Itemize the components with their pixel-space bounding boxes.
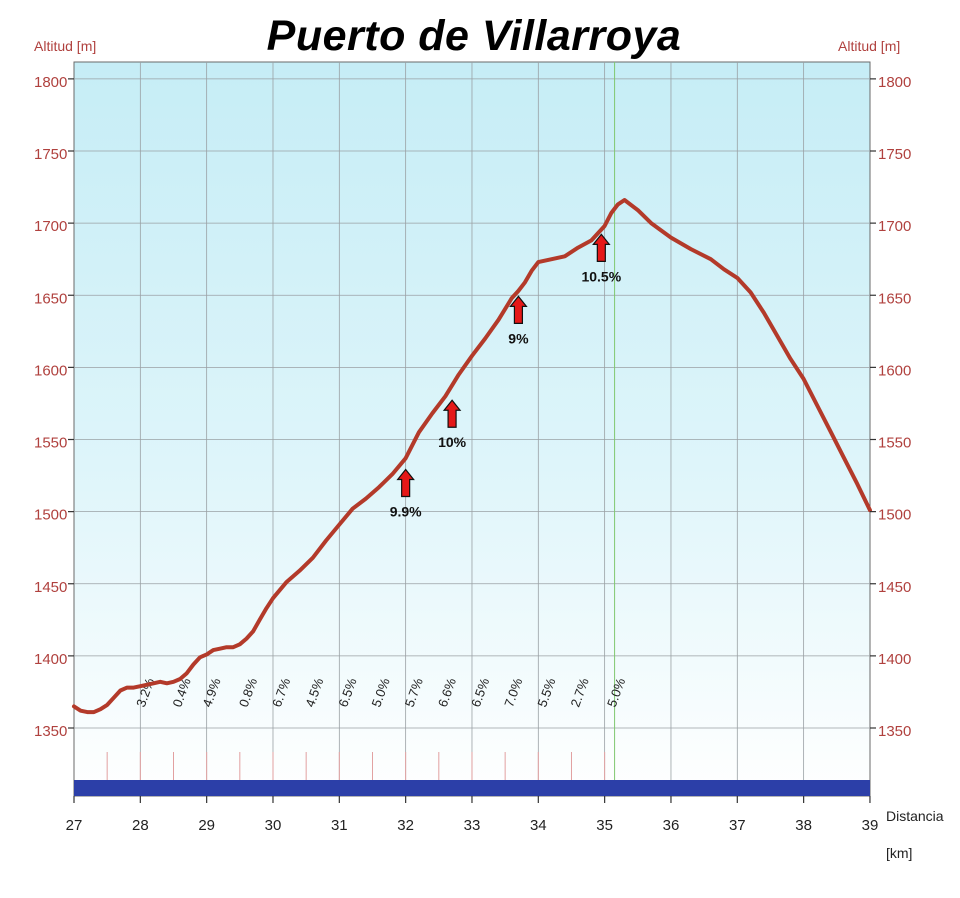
y-tick-label-left: 1650 xyxy=(34,290,67,307)
gradient-annotations: 9.9% 10% 9% 10.5% xyxy=(390,233,622,519)
y-tick-label-left: 1500 xyxy=(34,507,67,524)
y-tick-label-right: 1650 xyxy=(878,290,911,307)
elevation-profile-line xyxy=(72,198,872,715)
y-tick-label-right: 1750 xyxy=(878,146,911,163)
y-tick-label-right: 1450 xyxy=(878,579,911,596)
x-tick-label: 37 xyxy=(729,817,746,834)
y-axis-label-right: Altitud [m] xyxy=(838,38,900,54)
y-tick-label-left: 1350 xyxy=(34,723,67,740)
y-tick-label-left: 1750 xyxy=(34,146,67,163)
x-tick-label: 33 xyxy=(464,817,481,834)
segment-markers xyxy=(106,62,616,780)
y-tick-label-right: 1600 xyxy=(878,362,911,379)
gradient-arrow-icon xyxy=(442,399,462,428)
gradient-arrow-icon xyxy=(592,233,611,262)
x-tick-label: 36 xyxy=(663,817,680,834)
y-tick-label-left: 1600 xyxy=(34,362,67,379)
y-tick-label-left: 1450 xyxy=(34,579,67,596)
y-tick-label-left: 1700 xyxy=(34,218,67,235)
x-tick-label: 34 xyxy=(530,817,547,834)
base-band xyxy=(74,780,870,796)
x-tick-label: 38 xyxy=(795,817,812,834)
x-tick-label: 30 xyxy=(265,817,282,834)
x-tick-label: 35 xyxy=(596,817,613,834)
y-tick-label-right: 1700 xyxy=(878,218,911,235)
y-tick-label-right: 1800 xyxy=(878,74,911,91)
y-tick-label-left: 1800 xyxy=(34,74,67,91)
gradient-annotation-label: 9.9% xyxy=(390,503,422,519)
x-tick-label: 27 xyxy=(66,817,83,834)
x-axis-unit: [km] xyxy=(886,845,912,861)
y-tick-label-left: 1400 xyxy=(34,651,67,668)
x-tick-label: 32 xyxy=(397,817,414,834)
x-tick-label: 31 xyxy=(331,817,348,834)
gradient-arrow-icon xyxy=(509,295,528,324)
gradient-arrow-icon xyxy=(396,468,415,498)
y-tick-label-right: 1550 xyxy=(878,435,911,452)
y-tick-label-right: 1400 xyxy=(878,651,911,668)
y-tick-label-right: 1350 xyxy=(878,723,911,740)
x-tick-label: 28 xyxy=(132,817,149,834)
axes: 27 28 29 30 31 32 33 34 35 36 37 38 39 1350 1350 1400 14… xyxy=(34,74,911,834)
gradient-annotation-label: 10.5% xyxy=(581,268,621,284)
y-tick-label-left: 1550 xyxy=(34,435,67,452)
grid xyxy=(74,62,870,796)
x-axis-label: Distancia xyxy=(886,808,944,824)
y-tick-label-right: 1500 xyxy=(878,507,911,524)
y-axis-label-left: Altitud [m] xyxy=(34,38,96,54)
x-tick-label: 29 xyxy=(198,817,215,834)
x-tick-label: 39 xyxy=(862,817,879,834)
gradient-annotation-label: 9% xyxy=(508,330,529,346)
gradient-annotation-label: 10% xyxy=(438,434,467,450)
